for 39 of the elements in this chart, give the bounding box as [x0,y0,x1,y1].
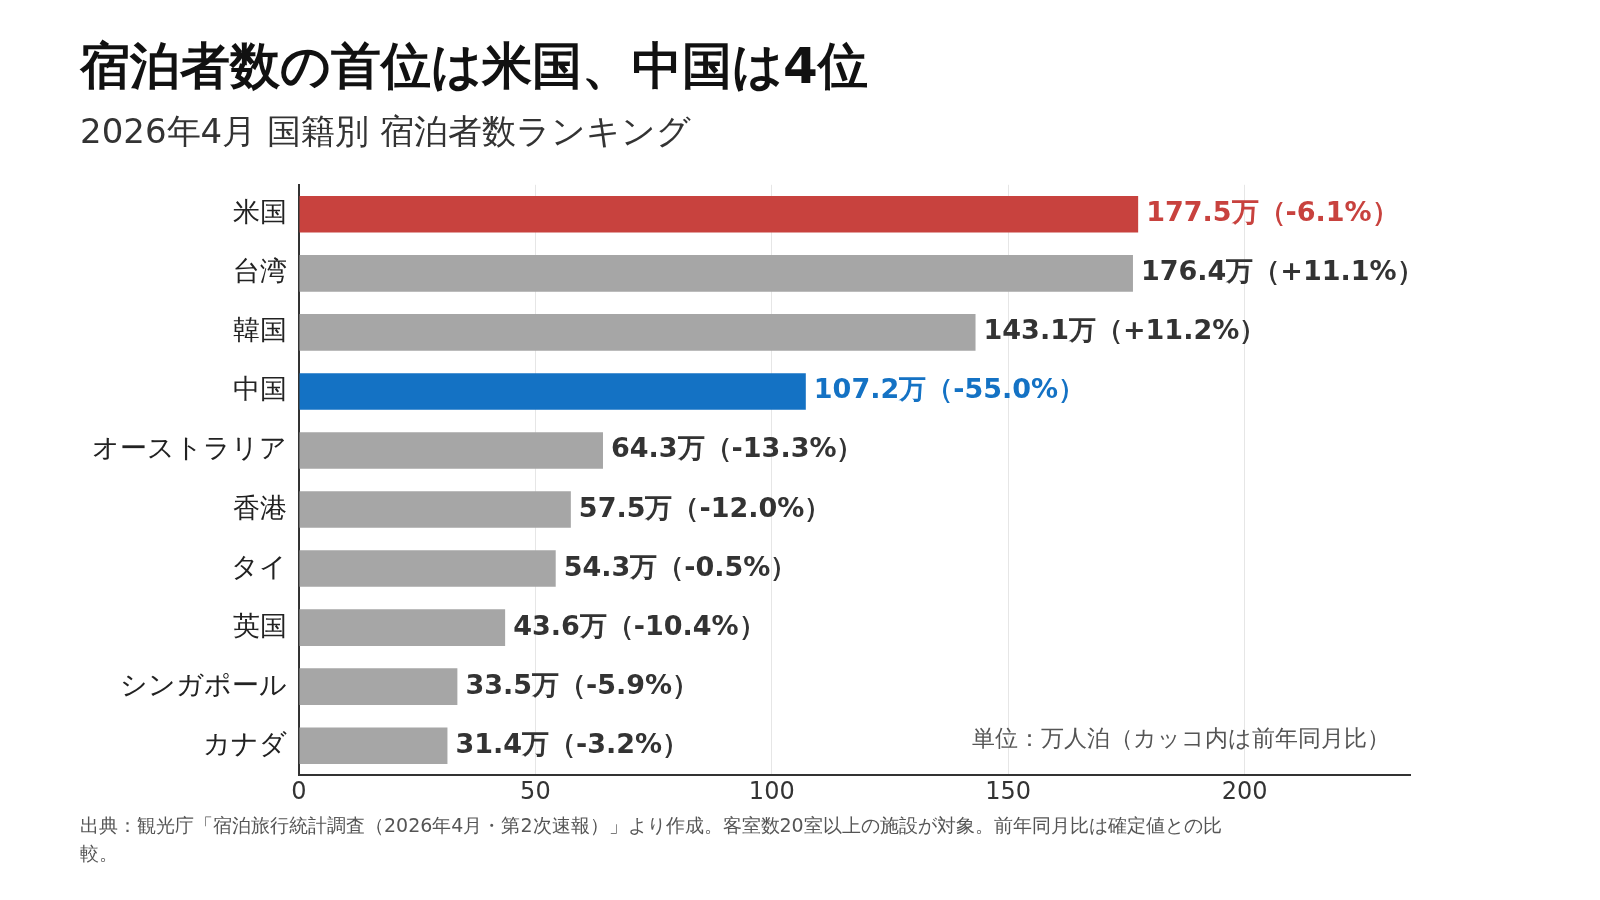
y-tick-label: 韓国 [233,314,287,346]
data-label: 43.6万（-10.4%） [513,609,766,641]
y-tick-label: シンガポール [120,668,287,700]
y-tick-label: 香港 [233,491,287,523]
bar [299,491,571,528]
bar [299,373,806,410]
bar [299,432,603,469]
data-label: 64.3万（-13.3%） [610,432,864,464]
bar [299,609,506,646]
bar [299,727,448,764]
chart-title: 宿泊者数の首位は米国、中国は4位 [79,36,868,95]
y-tick-label: 英国 [233,609,287,641]
data-label: 177.5万（-6.1%） [1146,196,1399,228]
x-tick-label: 150 [985,776,1032,805]
data-label: 176.4万（+11.1%） [1140,255,1424,287]
bar [299,196,1139,233]
y-tick-label: 中国 [233,373,287,405]
data-label: 33.5万（-5.9%） [465,668,700,700]
data-label: 54.3万（-0.5%） [563,550,798,582]
bar [299,550,556,587]
x-tick-label: 0 [291,776,307,805]
x-tick-label: 100 [748,776,795,805]
bar [299,255,1133,292]
data-label: 143.1万（+11.2%） [983,314,1267,346]
y-tick-label: 台湾 [233,255,287,287]
annotation: 単位：万人泊（カッコ内は前年同月比） [972,725,1390,752]
chart-subtitle: 2026年4月 国籍別 宿泊者数ランキング [80,111,691,152]
y-tick-label: 米国 [233,196,287,228]
x-tick-label: 200 [1221,776,1268,805]
x-tick-label: 50 [520,776,551,805]
data-label: 107.2万（-55.0%） [813,373,1086,405]
data-label: 31.4万（-3.2%） [455,727,690,759]
y-tick-label: カナダ [203,727,287,759]
y-tick-label: オーストラリア [92,432,287,464]
data-label: 57.5万（-12.0%） [578,491,832,523]
bar [299,314,976,351]
y-tick-label: タイ [231,550,287,582]
source-note: 出典：観光庁「宿泊旅行統計調査（2026年4月・第2次速報）」より作成。客室数20室以上の施設が対象。前年同月比は確定値との比較。 [80,814,1222,865]
bar [299,668,458,705]
